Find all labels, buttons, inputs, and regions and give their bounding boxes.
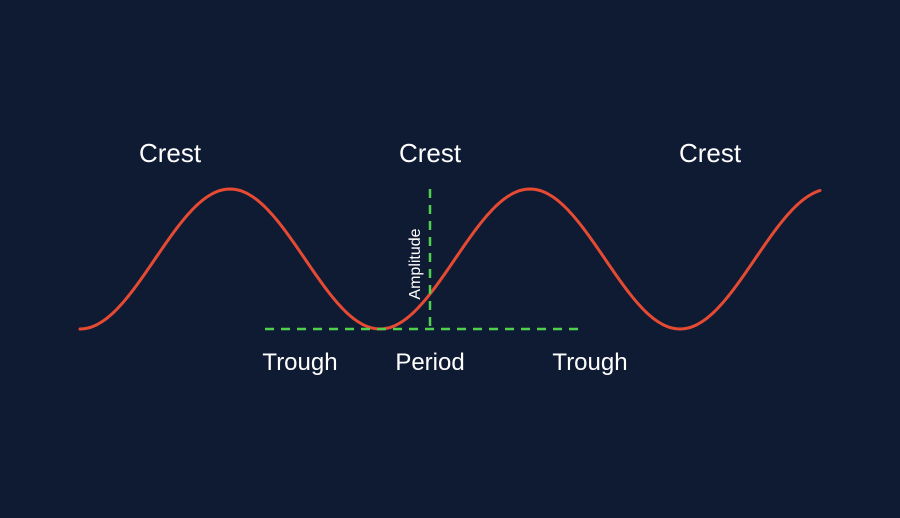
period-label: Period: [395, 349, 464, 376]
diagram-background: [0, 0, 900, 518]
crest-label-1: Crest: [139, 138, 202, 168]
crest-label-2: Crest: [399, 138, 462, 168]
amplitude-label: Amplitude: [407, 228, 424, 299]
trough-label-2: Trough: [552, 349, 627, 376]
crest-label-3: Crest: [679, 138, 742, 168]
trough-label-1: Trough: [262, 349, 337, 376]
